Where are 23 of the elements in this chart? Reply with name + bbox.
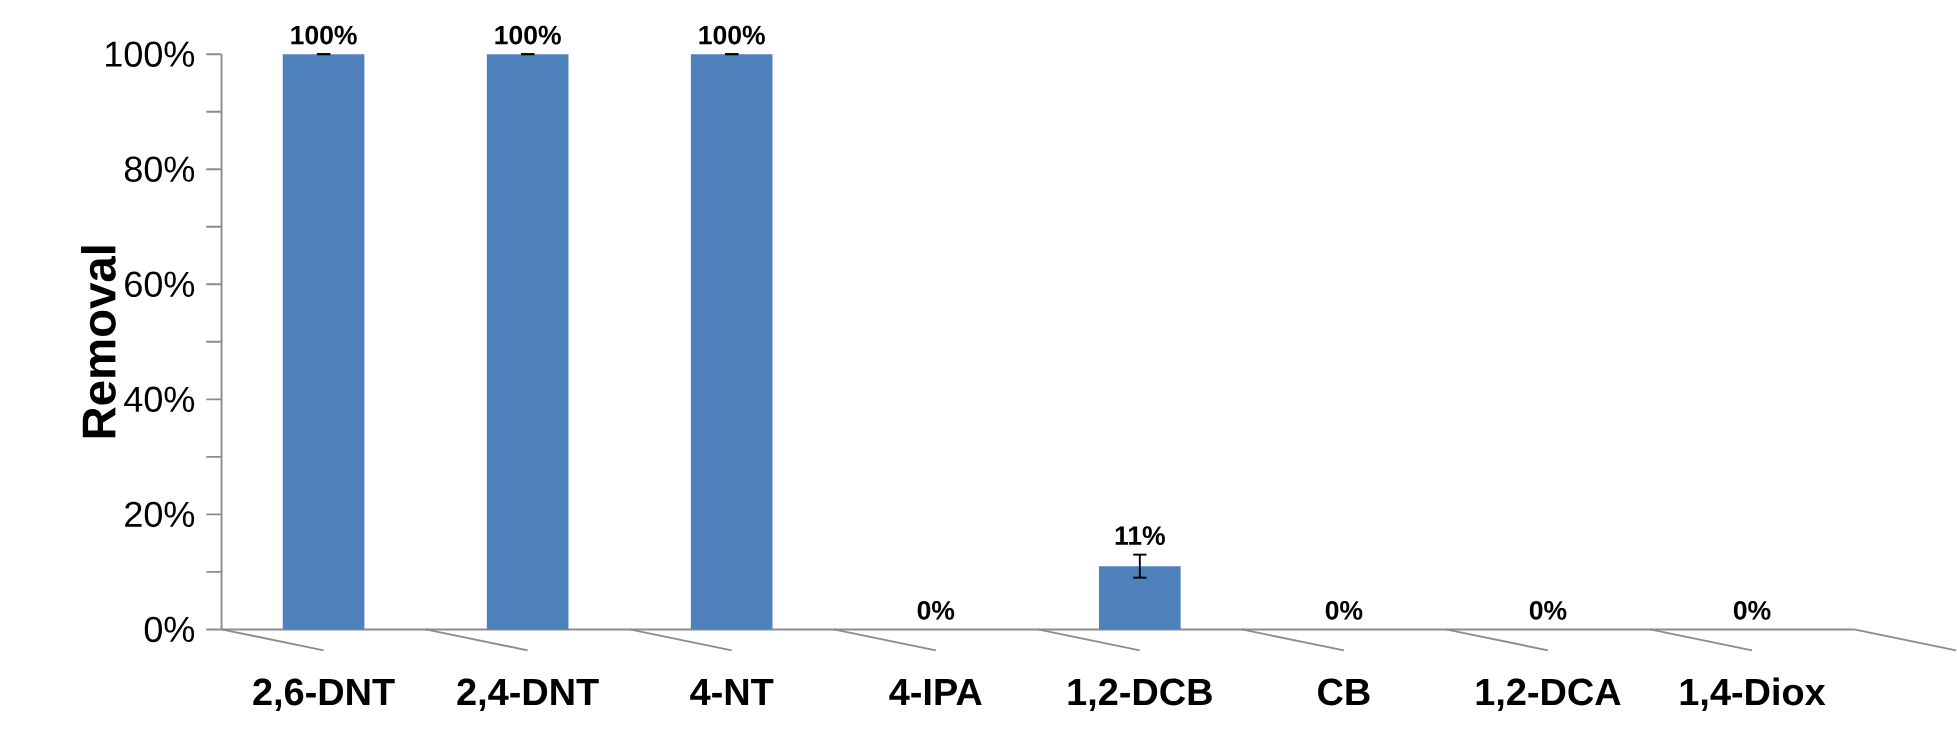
data-label: 0% <box>917 600 955 620</box>
data-label: 0% <box>1529 600 1567 620</box>
y-tick-label: 20% <box>125 501 195 528</box>
data-label: 0% <box>1325 600 1363 620</box>
data-label: 100% <box>495 25 561 45</box>
y-tick-label: 80% <box>124 156 195 182</box>
y-tick-label: 40% <box>124 386 195 413</box>
x-tick-label: 1,2-DCB <box>1068 678 1212 711</box>
data-label: 100% <box>291 25 357 45</box>
data-label: 0% <box>1733 600 1771 620</box>
x-tick-label: 2,6-DNT <box>253 678 395 711</box>
x-tick-label: 1,4-Diox <box>1680 677 1826 711</box>
y-tick-label: 60% <box>125 271 195 297</box>
data-label: 11% <box>1115 526 1165 545</box>
y-axis-title: Removal <box>81 246 116 438</box>
data-label: 100% <box>699 25 765 45</box>
y-tick-label: 100% <box>106 41 195 67</box>
x-tick-label: 4-IPA <box>889 678 982 705</box>
x-tick-label: 4-NT <box>690 678 774 705</box>
x-tick-label: CB <box>1318 678 1370 706</box>
x-tick-label: 2,4-DNT <box>457 678 599 711</box>
x-tick-label: 1,2-DCA <box>1476 678 1621 711</box>
y-tick-label: 0% <box>144 616 195 643</box>
